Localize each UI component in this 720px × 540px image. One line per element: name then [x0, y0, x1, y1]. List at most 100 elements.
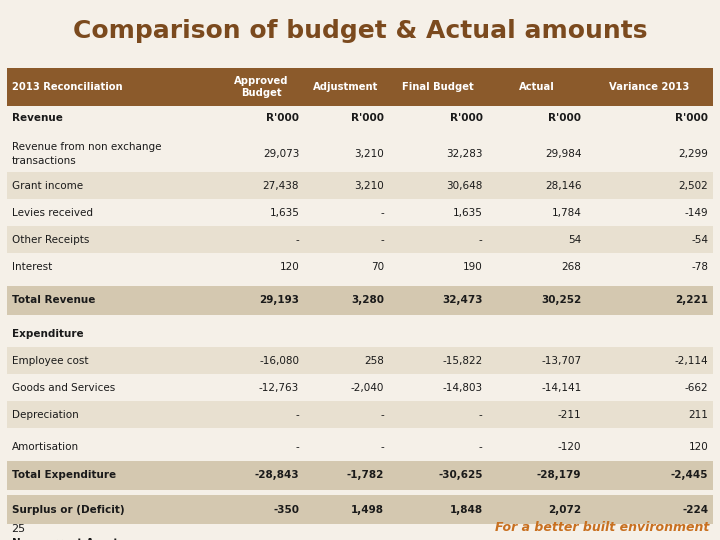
Text: -120: -120 [558, 442, 582, 452]
Text: 2,502: 2,502 [679, 181, 708, 191]
Text: 28,146: 28,146 [545, 181, 582, 191]
FancyBboxPatch shape [7, 461, 713, 490]
Text: -28,843: -28,843 [255, 470, 300, 480]
Text: Goods and Services: Goods and Services [12, 383, 114, 393]
Text: -: - [295, 235, 300, 245]
Text: -: - [479, 442, 482, 452]
FancyBboxPatch shape [7, 286, 713, 315]
Text: Surplus or (Deficit): Surplus or (Deficit) [12, 505, 124, 515]
Text: -211: -211 [558, 410, 582, 420]
Text: Final Budget: Final Budget [402, 82, 474, 92]
Text: -54: -54 [691, 235, 708, 245]
Text: -28,179: -28,179 [537, 470, 582, 480]
FancyBboxPatch shape [7, 253, 713, 280]
Text: Grant income: Grant income [12, 181, 83, 191]
Text: 70: 70 [371, 262, 384, 272]
FancyBboxPatch shape [7, 136, 713, 172]
Text: R'000: R'000 [675, 113, 708, 123]
Text: For a better built environment: For a better built environment [495, 521, 709, 534]
Text: R'000: R'000 [549, 113, 582, 123]
Text: -: - [380, 442, 384, 452]
FancyBboxPatch shape [7, 401, 713, 428]
Text: R'000: R'000 [351, 113, 384, 123]
Text: -16,080: -16,080 [259, 356, 300, 366]
FancyBboxPatch shape [7, 106, 713, 130]
Text: Approved
Budget: Approved Budget [234, 76, 289, 98]
Text: 2,299: 2,299 [679, 149, 708, 159]
Text: 32,473: 32,473 [442, 295, 482, 305]
FancyBboxPatch shape [7, 68, 713, 106]
Text: 3,210: 3,210 [354, 181, 384, 191]
Text: 268: 268 [562, 262, 582, 272]
Text: -: - [380, 410, 384, 420]
Text: 1,635: 1,635 [269, 208, 300, 218]
Text: 211: 211 [688, 410, 708, 420]
FancyBboxPatch shape [7, 530, 713, 540]
Text: Variance 2013: Variance 2013 [609, 82, 690, 92]
Text: 32,283: 32,283 [446, 149, 482, 159]
FancyBboxPatch shape [7, 374, 713, 401]
Text: -: - [479, 410, 482, 420]
Text: R'000: R'000 [450, 113, 482, 123]
Text: -149: -149 [685, 208, 708, 218]
Text: -2,445: -2,445 [671, 470, 708, 480]
Text: transactions: transactions [12, 156, 76, 166]
FancyBboxPatch shape [7, 130, 713, 136]
Text: -30,625: -30,625 [438, 470, 482, 480]
Text: 29,984: 29,984 [545, 149, 582, 159]
FancyBboxPatch shape [7, 280, 713, 286]
Text: 120: 120 [279, 262, 300, 272]
Text: Non current Assets: Non current Assets [12, 538, 124, 540]
Text: 1,848: 1,848 [449, 505, 482, 515]
Text: 1,784: 1,784 [552, 208, 582, 218]
Text: Amortisation: Amortisation [12, 442, 78, 452]
Text: R'000: R'000 [266, 113, 300, 123]
Text: 30,648: 30,648 [446, 181, 482, 191]
Text: Depreciation: Depreciation [12, 410, 78, 420]
Text: Comparison of budget & Actual amounts: Comparison of budget & Actual amounts [73, 19, 647, 43]
Text: 1,498: 1,498 [351, 505, 384, 515]
Text: 120: 120 [689, 442, 708, 452]
Text: 27,438: 27,438 [263, 181, 300, 191]
Text: Expenditure: Expenditure [12, 329, 83, 339]
Text: 29,193: 29,193 [259, 295, 300, 305]
FancyBboxPatch shape [7, 524, 713, 530]
Text: 2,221: 2,221 [675, 295, 708, 305]
FancyBboxPatch shape [7, 347, 713, 374]
Text: -14,141: -14,141 [541, 383, 582, 393]
Text: Interest: Interest [12, 262, 52, 272]
Text: 30,252: 30,252 [541, 295, 582, 305]
FancyBboxPatch shape [7, 495, 713, 524]
Text: -1,782: -1,782 [346, 470, 384, 480]
Text: Revenue: Revenue [12, 113, 63, 123]
Text: Employee cost: Employee cost [12, 356, 88, 366]
Text: -14,803: -14,803 [443, 383, 482, 393]
Text: 190: 190 [463, 262, 482, 272]
Text: Other Receipts: Other Receipts [12, 235, 89, 245]
FancyBboxPatch shape [7, 226, 713, 253]
Text: -2,040: -2,040 [351, 383, 384, 393]
Text: -224: -224 [683, 505, 708, 515]
Text: -662: -662 [685, 383, 708, 393]
FancyBboxPatch shape [7, 490, 713, 495]
FancyBboxPatch shape [7, 434, 713, 461]
Text: -: - [479, 235, 482, 245]
Text: 25: 25 [11, 523, 25, 534]
Text: -13,707: -13,707 [541, 356, 582, 366]
Text: -: - [380, 235, 384, 245]
Text: 3,210: 3,210 [354, 149, 384, 159]
Text: Adjustment: Adjustment [313, 82, 379, 92]
Text: -350: -350 [273, 505, 300, 515]
FancyBboxPatch shape [7, 199, 713, 226]
FancyBboxPatch shape [7, 172, 713, 199]
Text: -12,763: -12,763 [259, 383, 300, 393]
Text: 2013 Reconciliation: 2013 Reconciliation [12, 82, 122, 92]
Text: 29,073: 29,073 [263, 149, 300, 159]
Text: 258: 258 [364, 356, 384, 366]
Text: 2,072: 2,072 [549, 505, 582, 515]
Text: Actual: Actual [518, 82, 554, 92]
Text: Total Revenue: Total Revenue [12, 295, 95, 305]
Text: 1,635: 1,635 [453, 208, 482, 218]
Text: -: - [295, 410, 300, 420]
Text: -78: -78 [691, 262, 708, 272]
